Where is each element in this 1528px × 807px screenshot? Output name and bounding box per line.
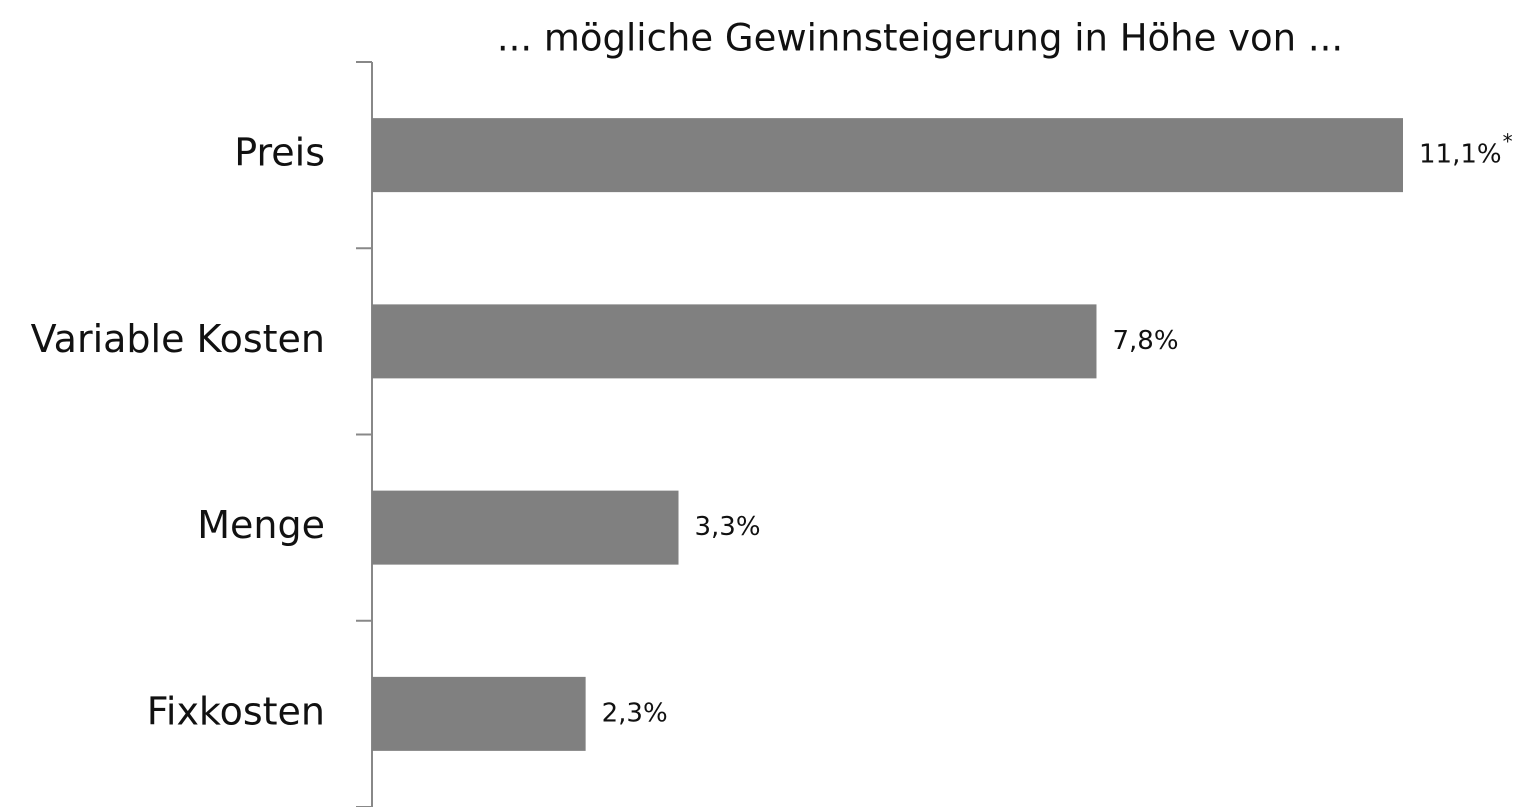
y-tick-label: Menge	[197, 503, 325, 547]
bar	[372, 676, 586, 751]
bar	[372, 118, 1403, 193]
data-label: 3,3%	[695, 512, 761, 542]
data-label: 7,8%	[1112, 326, 1178, 356]
y-tick-label: Fixkosten	[147, 689, 325, 733]
data-label: 2,3%	[602, 698, 668, 728]
bar	[372, 490, 679, 565]
chart-title: ... mögliche Gewinnsteigerung in Höhe vo…	[497, 17, 1343, 60]
bar	[372, 304, 1097, 379]
annotation: *	[1503, 130, 1513, 154]
data-label: 11,1%	[1419, 140, 1502, 170]
y-tick-label: Variable Kosten	[31, 317, 325, 361]
y-tick-label: Preis	[234, 131, 325, 175]
